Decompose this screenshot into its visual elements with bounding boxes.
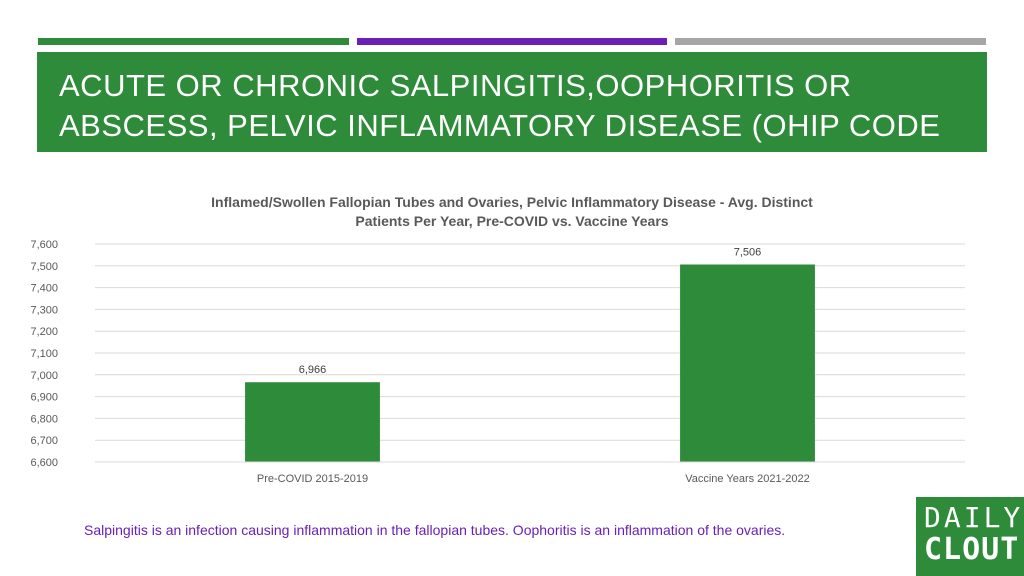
x-tick-label: Vaccine Years 2021-2022 xyxy=(685,473,810,485)
y-tick-label: 7,200 xyxy=(30,326,58,338)
title-banner: ACUTE OR CHRONIC SALPINGITIS,OOPHORITIS … xyxy=(37,52,987,183)
y-tick-label: 6,600 xyxy=(30,457,58,469)
bar-data-label: 7,506 xyxy=(734,246,762,258)
bar-data-label: 6,966 xyxy=(299,364,327,376)
y-tick-label: 7,000 xyxy=(30,370,58,382)
y-tick-label: 6,700 xyxy=(30,435,58,447)
logo-line2: CLOUT xyxy=(924,532,1020,567)
chart-gridlines xyxy=(95,243,965,463)
logo-line1: DAILY xyxy=(924,501,1024,534)
y-tick-label: 7,400 xyxy=(30,283,58,295)
page-title-line1: ACUTE OR CHRONIC SALPINGITIS,OOPHORITIS … xyxy=(59,68,852,103)
y-tick-label: 7,500 xyxy=(30,261,58,273)
caption-text: Salpingitis is an infection causing infl… xyxy=(84,522,786,538)
accent-bar-green xyxy=(38,38,349,45)
chart-title-line2: Patients Per Year, Pre-COVID vs. Vaccine… xyxy=(355,213,668,229)
page-title-line2: ABSCESS, PELVIC INFLAMMATORY DISEASE (OH… xyxy=(59,108,941,183)
bar-chart: Inflamed/Swollen Fallopian Tubes and Ova… xyxy=(30,194,965,485)
y-tick-label: 6,900 xyxy=(30,392,58,404)
chart-title-line1: Inflamed/Swollen Fallopian Tubes and Ova… xyxy=(211,194,813,210)
accent-bar-gray xyxy=(675,38,986,45)
x-tick-label: Pre-COVID 2015-2019 xyxy=(257,473,368,485)
y-tick-label: 7,600 xyxy=(30,239,58,251)
accent-bar-purple xyxy=(357,38,667,45)
chart-x-axis: Pre-COVID 2015-2019 Vaccine Years 2021-20… xyxy=(95,461,965,485)
dailyclout-logo: DAILY CLOUT xyxy=(916,497,1024,576)
bar xyxy=(680,264,815,462)
y-tick-label: 7,100 xyxy=(30,348,58,360)
bar xyxy=(245,382,380,462)
y-tick-label: 7,300 xyxy=(30,304,58,316)
chart-bars: 6,966 7,506 xyxy=(245,246,815,462)
chart-y-axis: 6,600 6,700 6,800 6,900 7,000 7,100 7,200 7,300… xyxy=(30,239,58,469)
y-tick-label: 6,800 xyxy=(30,413,58,425)
